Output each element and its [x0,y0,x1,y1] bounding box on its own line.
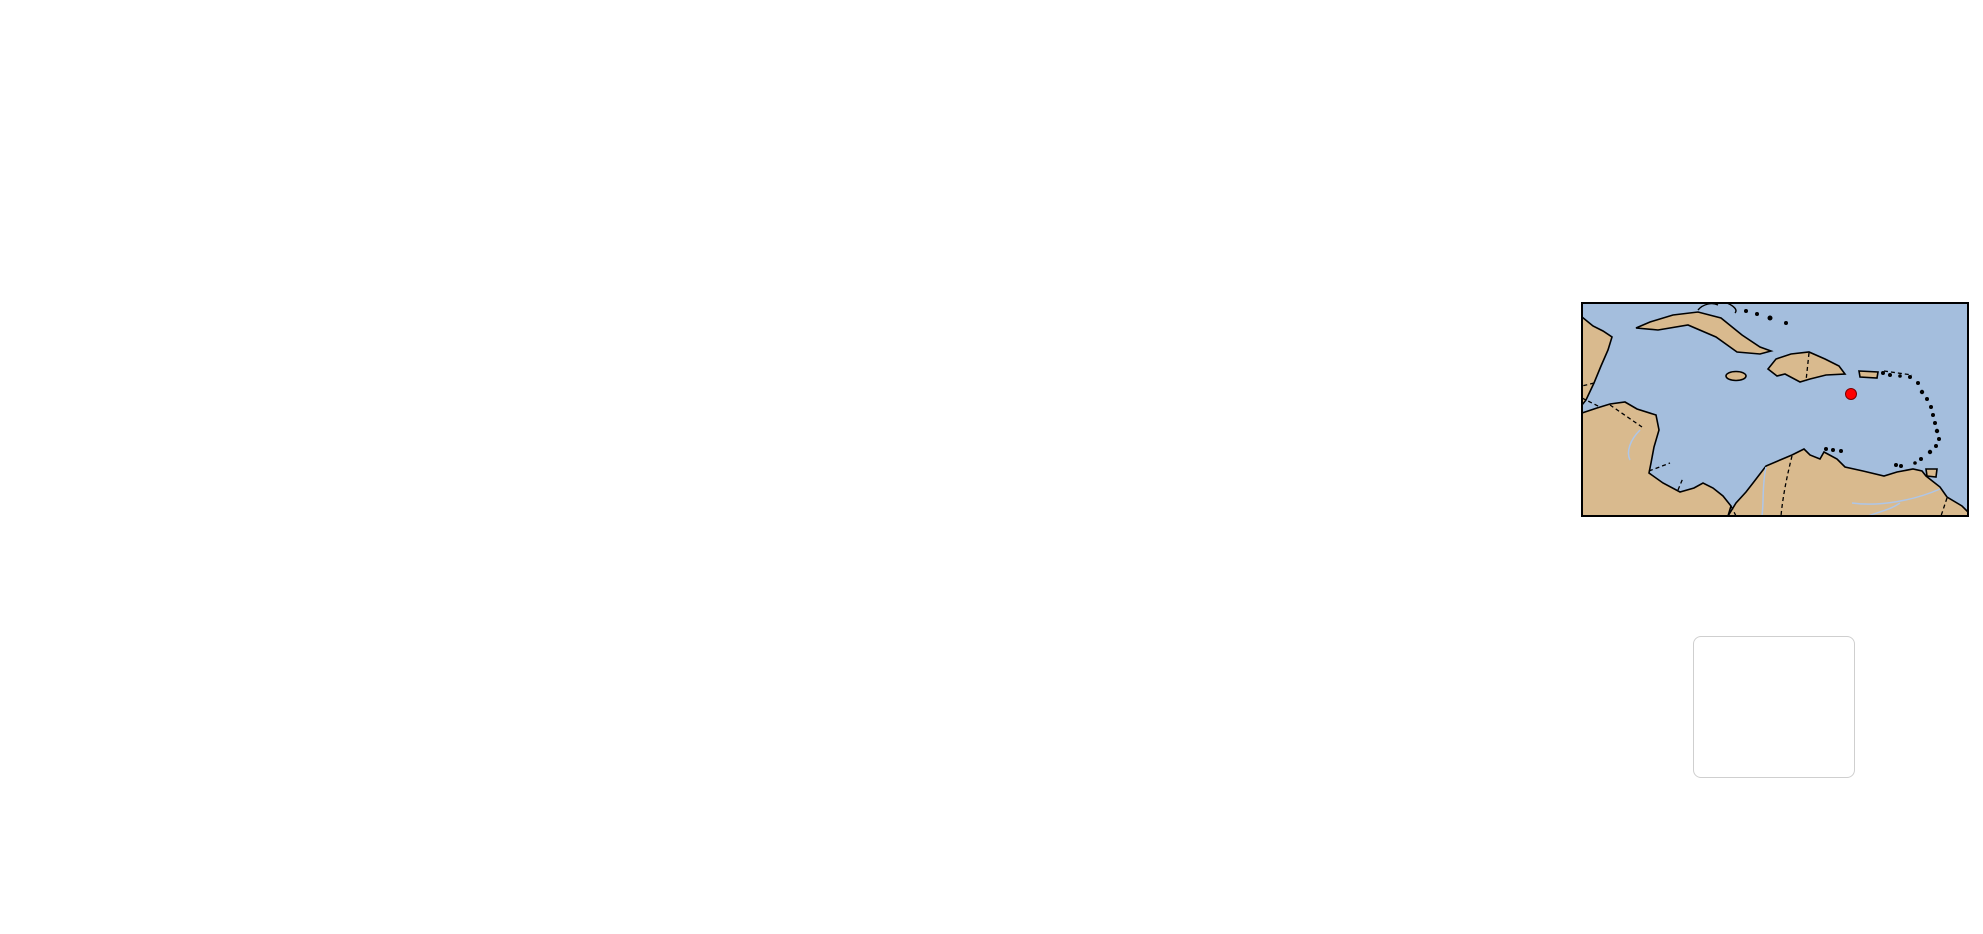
landmass-trinidad [1925,468,1938,478]
legend-item [1704,744,1854,779]
glider-location-marker [1845,388,1857,400]
legend-box [1693,636,1855,778]
landmass-jamaica [1725,370,1747,382]
landmass-central-america [1581,401,1732,517]
legend-marker-dot [1719,755,1733,769]
legend-item [1704,639,1854,674]
small-islands [1744,309,1941,468]
landmass-cuba [1635,311,1774,355]
landmass-puerto-rico [1858,370,1879,379]
legend-line-sample [1704,655,1748,659]
map-rivers [1627,429,1941,517]
legend-line-sample [1704,725,1748,729]
landmass-hispaniola [1766,351,1847,383]
legend-marker-dot [1719,685,1733,699]
landmass-yucatan [1581,315,1613,408]
legend-line-sample [1704,760,1748,764]
map-borders-dashed [1581,352,1948,517]
legend-line-sample [1704,690,1748,694]
map-frame [1581,302,1969,517]
map-inset [1581,302,1969,517]
legend-item [1704,709,1854,744]
legend-marker-dot [1719,720,1733,734]
legend-marker-dot [1719,650,1733,664]
legend-item [1704,674,1854,709]
